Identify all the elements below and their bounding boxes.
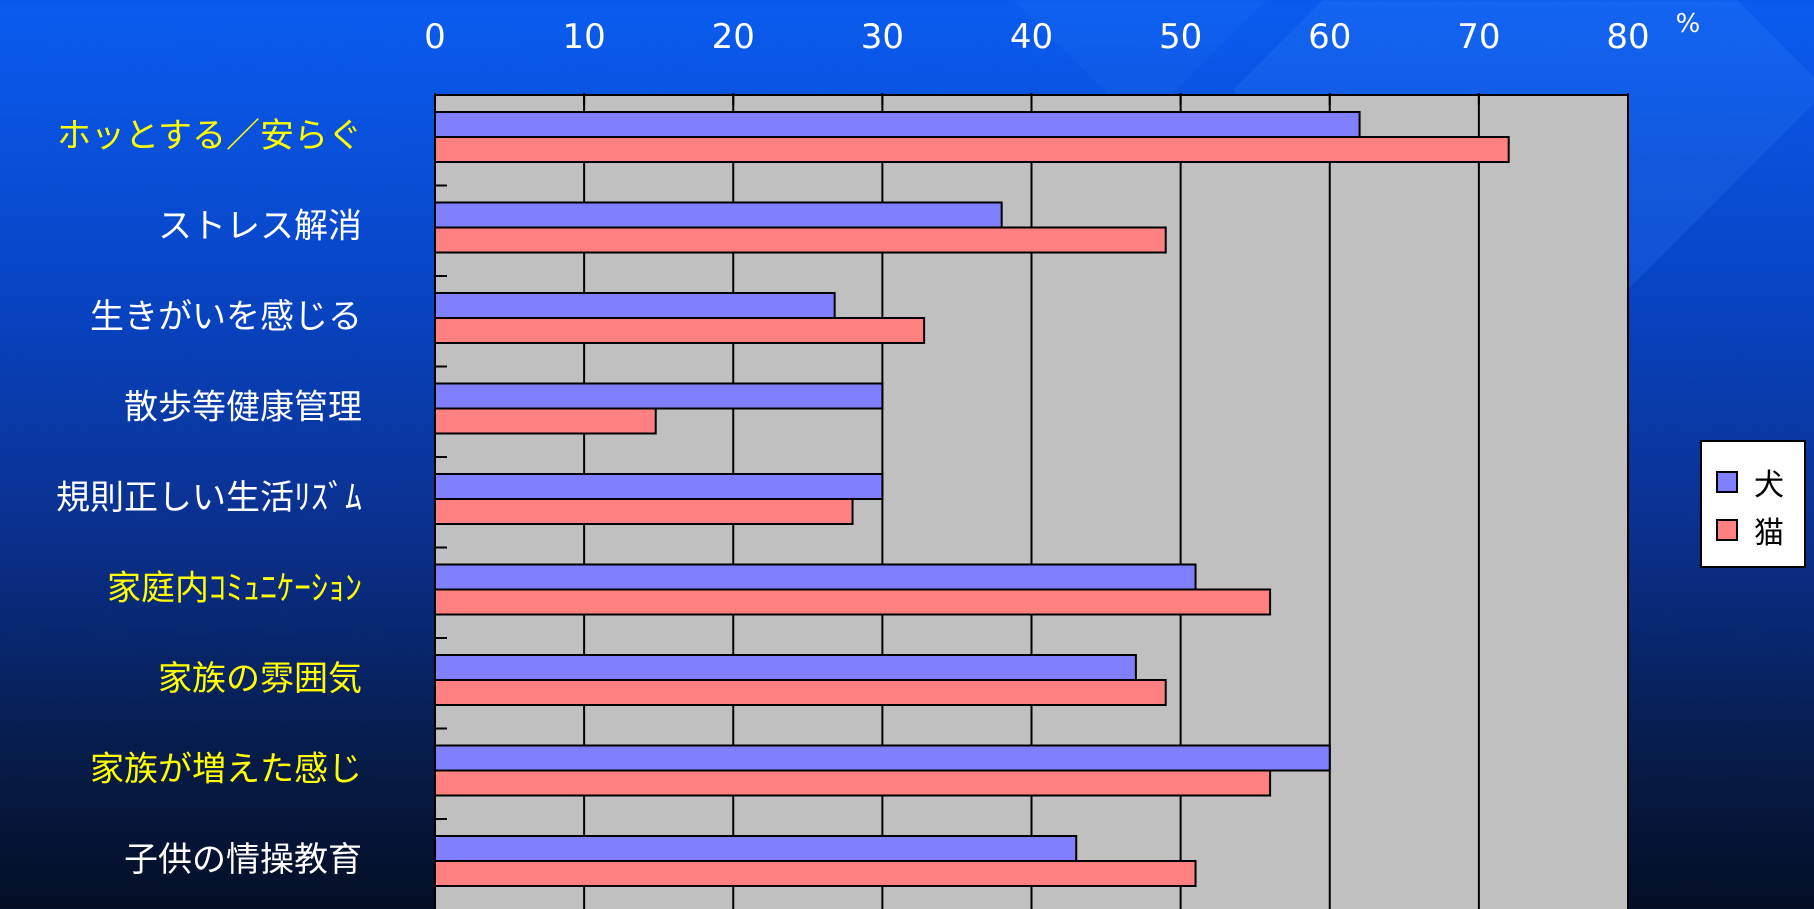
category-label: 散歩等健康管理 (124, 388, 362, 428)
bar-dog (434, 111, 1361, 138)
bar-dog (434, 473, 884, 500)
x-tick-label: 70 (1457, 17, 1500, 57)
bar-cat (434, 407, 657, 435)
bar-dog (434, 563, 1197, 591)
category-label: 家族が増えた感じ (90, 750, 362, 790)
bar-dog (434, 835, 1078, 862)
x-tick-label: 0 (424, 17, 446, 57)
x-axis-unit-label: % (1676, 9, 1701, 39)
legend-label-dog: 犬 (1754, 468, 1784, 503)
category-label: 生きがいを感じる (90, 297, 362, 337)
legend-label-cat: 猫 (1754, 516, 1784, 551)
x-tick-label: 40 (1010, 17, 1053, 57)
bar-cat (434, 136, 1510, 163)
x-tick-label: 10 (562, 17, 605, 57)
category-label: ホッとする／安らぐ (57, 116, 362, 156)
bar-cat (434, 679, 1167, 706)
x-tick-label: 30 (861, 17, 904, 57)
bar-dog (434, 201, 1003, 229)
legend-item-dog: 犬 (1716, 462, 1784, 503)
bar-cat (434, 769, 1272, 797)
category-label: ストレス解消 (158, 207, 362, 247)
legend-item-cat: 猫 (1716, 510, 1784, 551)
category-label: 規則正しい生活ﾘｽﾞﾑ (56, 478, 362, 518)
bar-cat (434, 226, 1167, 254)
x-tick-label: 80 (1606, 17, 1649, 57)
bar-dog (434, 654, 1137, 681)
x-tick-label: 20 (712, 17, 755, 57)
category-label: 家族の雰囲気 (158, 659, 362, 699)
bar-cat (434, 588, 1272, 616)
x-tick-label: 50 (1159, 17, 1202, 57)
bar-cat (434, 498, 854, 525)
category-label: 家庭内ｺﾐｭﾆｹｰｼｮﾝ (107, 569, 362, 609)
bar-dog (434, 382, 884, 410)
legend-swatch-cat (1716, 519, 1738, 541)
chart-legend: 犬 猫 (1700, 440, 1806, 568)
legend-swatch-dog (1716, 471, 1738, 493)
category-label: 子供の情操教育 (124, 840, 362, 880)
x-tick-label: 60 (1308, 17, 1351, 57)
bar-cat (434, 860, 1197, 887)
bar-dog (434, 292, 836, 319)
bar-cat (434, 317, 926, 344)
bar-dog (434, 744, 1331, 772)
